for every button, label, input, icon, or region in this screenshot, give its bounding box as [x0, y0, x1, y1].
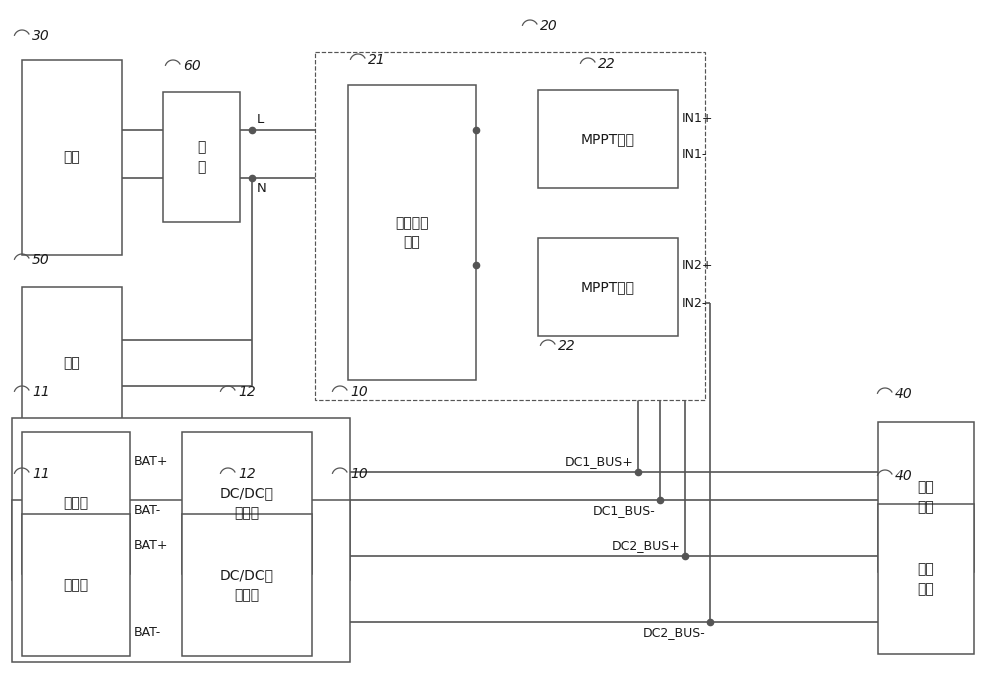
Text: 22: 22 — [598, 57, 616, 71]
Text: IN2-: IN2- — [682, 297, 707, 310]
Text: 12: 12 — [238, 467, 256, 481]
Text: 40: 40 — [895, 469, 913, 483]
Text: 30: 30 — [32, 29, 50, 43]
Text: 光伏
组件: 光伏 组件 — [918, 562, 934, 596]
Bar — [182, 432, 312, 574]
Bar — [163, 92, 240, 222]
Text: BAT+: BAT+ — [134, 455, 169, 468]
Text: 电网: 电网 — [64, 151, 80, 164]
Bar — [22, 514, 130, 656]
Text: 12: 12 — [238, 385, 256, 399]
Text: N: N — [257, 182, 267, 195]
Text: L: L — [257, 113, 264, 126]
Text: DC1_BUS+: DC1_BUS+ — [565, 455, 634, 468]
Bar — [878, 504, 974, 654]
Bar — [348, 85, 476, 380]
Text: 10: 10 — [350, 467, 368, 481]
Bar — [22, 432, 130, 574]
Text: 21: 21 — [368, 53, 386, 67]
Bar — [315, 52, 705, 400]
Text: BAT+: BAT+ — [134, 539, 169, 552]
Text: DC/DC转
换单元: DC/DC转 换单元 — [220, 486, 274, 519]
Text: 电
表: 电 表 — [197, 140, 206, 174]
Text: 负载: 负载 — [64, 356, 80, 370]
Text: MPPT单元: MPPT单元 — [581, 132, 635, 146]
Text: 光伏
组件: 光伏 组件 — [918, 480, 934, 514]
Bar — [538, 90, 678, 188]
Text: 50: 50 — [32, 253, 50, 267]
Text: 11: 11 — [32, 385, 50, 399]
Bar — [22, 287, 122, 439]
Text: DC1_BUS-: DC1_BUS- — [593, 504, 656, 517]
Text: IN1+: IN1+ — [682, 111, 714, 125]
Bar — [878, 422, 974, 572]
Text: IN2+: IN2+ — [682, 259, 714, 272]
Text: 10: 10 — [350, 385, 368, 399]
Bar — [12, 500, 350, 662]
Text: DC/DC转
换单元: DC/DC转 换单元 — [220, 568, 274, 602]
Text: BAT-: BAT- — [134, 504, 161, 517]
Text: 60: 60 — [183, 59, 201, 73]
Text: 电池包: 电池包 — [63, 578, 89, 592]
Text: 40: 40 — [895, 387, 913, 401]
Text: BAT-: BAT- — [134, 626, 161, 639]
Text: 20: 20 — [540, 19, 558, 33]
Text: 11: 11 — [32, 467, 50, 481]
Text: 22: 22 — [558, 339, 576, 353]
Text: 功率转换
单元: 功率转换 单元 — [395, 216, 429, 249]
Text: IN1-: IN1- — [682, 147, 707, 160]
Text: DC2_BUS-: DC2_BUS- — [643, 626, 706, 639]
Bar — [538, 238, 678, 336]
Bar — [182, 514, 312, 656]
Bar — [12, 418, 350, 580]
Text: MPPT单元: MPPT单元 — [581, 280, 635, 294]
Text: 电池包: 电池包 — [63, 496, 89, 510]
Bar — [22, 60, 122, 255]
Text: DC2_BUS+: DC2_BUS+ — [612, 539, 681, 552]
